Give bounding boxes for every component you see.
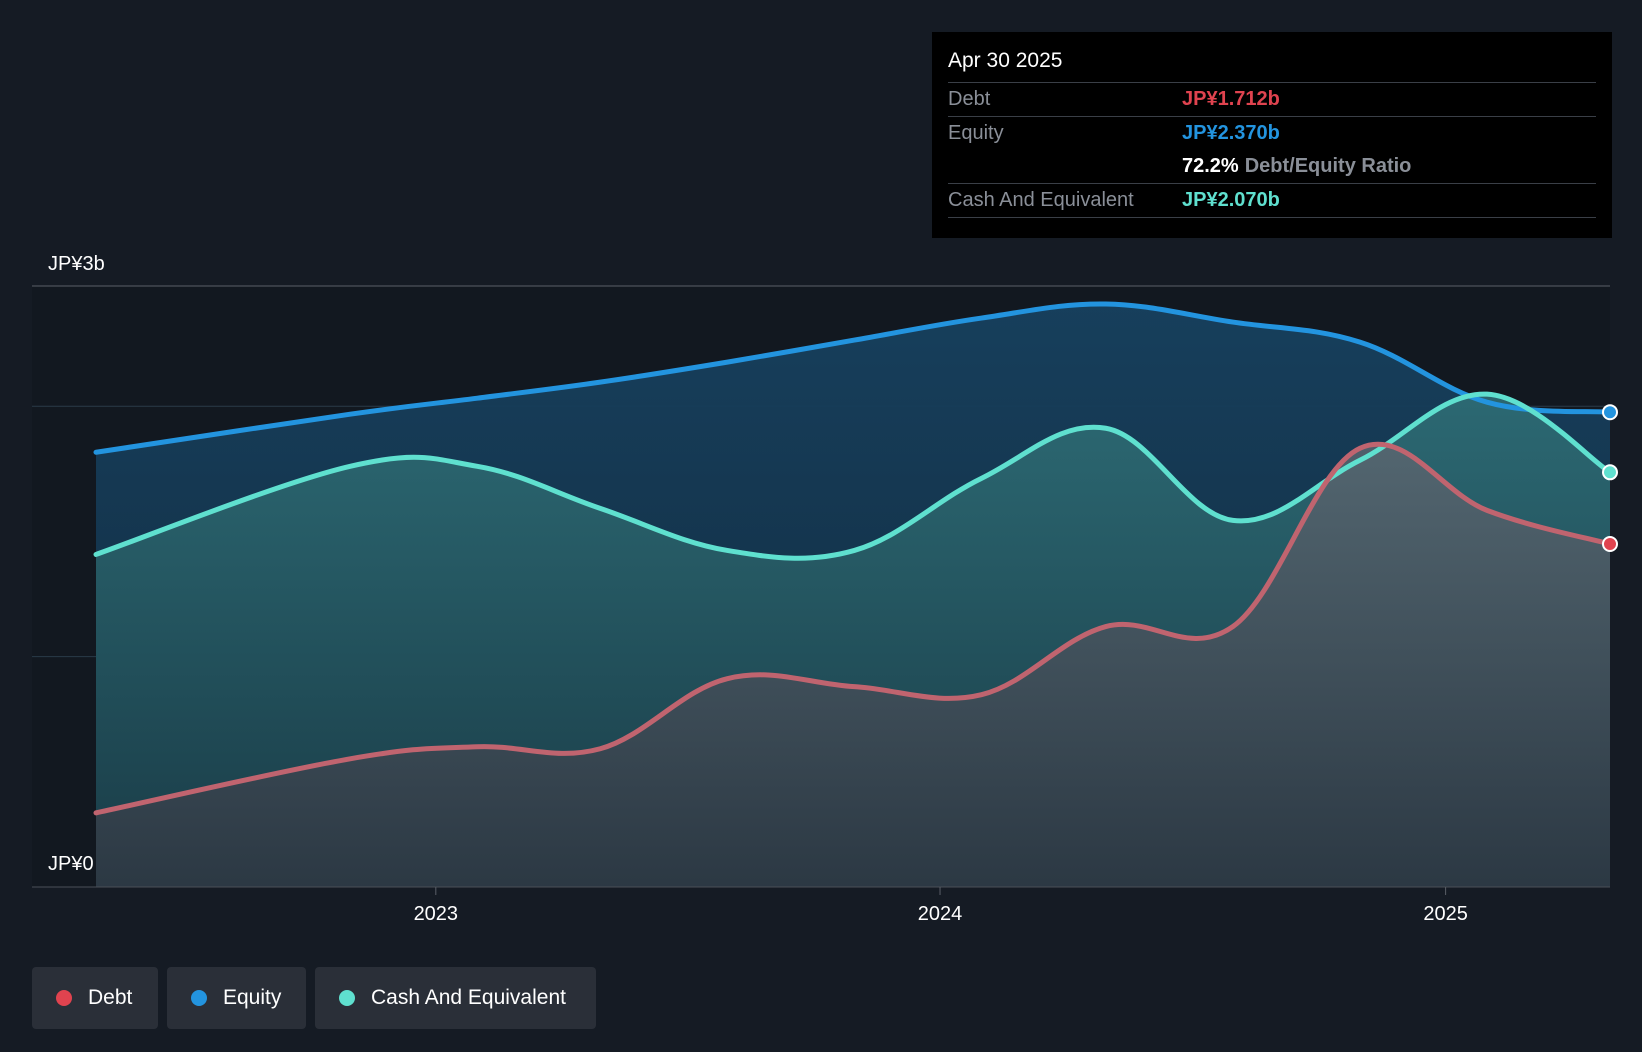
cash-line: [93, 391, 1613, 561]
series-lines: [93, 301, 1613, 816]
tooltip-row-debt: Debt JP¥1.712b: [948, 83, 1596, 117]
tooltip-row-cash: Cash And Equivalent JP¥2.070b: [948, 184, 1596, 218]
tooltip-equity-value: JP¥2.370b: [1182, 122, 1280, 144]
cash-endpoint-marker[interactable]: [1602, 464, 1618, 481]
tooltip-row-equity: Equity JP¥2.370b: [948, 117, 1596, 150]
tooltip-debt-label: Debt: [948, 88, 991, 110]
tooltip-panel: Apr 30 2025 Debt JP¥1.712b Equity JP¥2.3…: [932, 32, 1612, 238]
chart-legend: Debt Equity Cash And Equivalent: [32, 967, 596, 1029]
tooltip-debt-value: JP¥1.712b: [1182, 88, 1280, 110]
tooltip-date: Apr 30 2025: [948, 46, 1596, 83]
legend-label-debt: Debt: [88, 986, 133, 1009]
tooltip-equity-label: Equity: [948, 122, 1004, 144]
equity-endpoint-marker[interactable]: [1602, 404, 1618, 421]
debt-area: [96, 444, 1610, 887]
series-endpoints: [1602, 404, 1618, 553]
x-tick-label-2023: 2023: [414, 903, 459, 925]
tooltip-row-ratio: 72.2% Debt/Equity Ratio: [948, 150, 1596, 184]
debt-endpoint-marker[interactable]: [1602, 536, 1618, 553]
tooltip-ratio-value: 72.2%: [1182, 155, 1239, 177]
legend-item-cash[interactable]: Cash And Equivalent: [315, 967, 596, 1029]
equity-line: [93, 301, 1613, 455]
debt-dot-icon: [56, 990, 72, 1006]
legend-label-cash: Cash And Equivalent: [371, 986, 566, 1009]
tooltip-cash-label: Cash And Equivalent: [948, 189, 1134, 211]
cash-dot-icon: [339, 990, 355, 1006]
x-axis-ticks: 2023 2024 2025: [414, 887, 1468, 925]
tooltip-ratio-label: Debt/Equity Ratio: [1244, 155, 1412, 177]
x-tick-label-2024: 2024: [918, 903, 963, 925]
y-tick-label-bottom: JP¥0: [48, 853, 94, 875]
debt-line: [93, 441, 1613, 816]
legend-label-equity: Equity: [223, 986, 282, 1009]
tooltip-cash-value: JP¥2.070b: [1182, 189, 1280, 211]
legend-item-debt[interactable]: Debt: [32, 967, 158, 1029]
legend-item-equity[interactable]: Equity: [167, 967, 306, 1029]
equity-dot-icon: [191, 990, 207, 1006]
y-tick-label-top: JP¥3b: [48, 253, 105, 275]
x-tick-label-2025: 2025: [1423, 903, 1468, 925]
series-areas: [96, 303, 1610, 887]
